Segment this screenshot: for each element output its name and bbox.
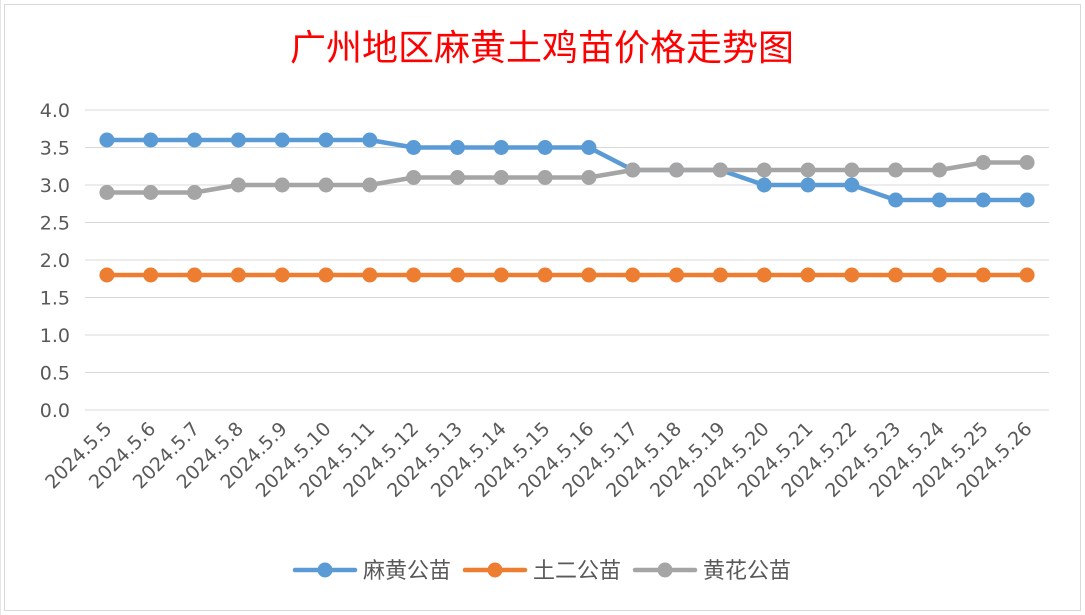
data-point bbox=[756, 162, 772, 178]
data-point bbox=[493, 170, 509, 185]
data-point bbox=[449, 140, 465, 155]
data-point bbox=[844, 162, 860, 178]
data-point bbox=[449, 267, 465, 283]
data-point bbox=[669, 267, 685, 283]
data-point bbox=[581, 140, 597, 155]
gridlines bbox=[85, 109, 1049, 411]
data-point bbox=[581, 267, 597, 283]
data-point bbox=[187, 267, 203, 283]
data-point bbox=[888, 192, 904, 208]
data-point bbox=[537, 170, 553, 185]
data-point bbox=[625, 267, 641, 283]
y-tick-label: 1.0 bbox=[40, 325, 70, 347]
series-line bbox=[104, 160, 1030, 195]
data-point bbox=[406, 140, 422, 155]
data-point bbox=[449, 170, 465, 185]
y-tick-label: 3.0 bbox=[40, 175, 70, 197]
legend-item: 土二公苗 bbox=[462, 559, 621, 584]
data-point bbox=[800, 162, 816, 178]
series-1 bbox=[99, 132, 1035, 208]
y-tick-label: 1.5 bbox=[40, 288, 70, 310]
y-tick-label: 0.0 bbox=[40, 400, 70, 422]
y-tick-label: 4.0 bbox=[40, 100, 70, 122]
legend-label: 黄花公苗 bbox=[703, 559, 791, 584]
y-tick-label: 3.5 bbox=[40, 138, 70, 160]
series-3 bbox=[99, 155, 1035, 200]
data-point bbox=[274, 132, 290, 148]
series-2 bbox=[99, 267, 1035, 283]
data-point bbox=[1019, 192, 1035, 208]
data-point bbox=[362, 267, 378, 283]
data-point bbox=[800, 267, 816, 283]
data-point bbox=[493, 267, 509, 283]
data-point bbox=[230, 132, 246, 148]
y-tick-label: 2.0 bbox=[40, 250, 70, 272]
data-point bbox=[99, 185, 115, 200]
x-axis-tick-labels: 2024.5.52024.5.62024.5.72024.5.82024.5.9… bbox=[41, 418, 1037, 502]
legend-label: 麻黄公苗 bbox=[363, 559, 451, 584]
data-point bbox=[581, 170, 597, 185]
data-point bbox=[931, 192, 947, 208]
data-point bbox=[975, 267, 991, 283]
series-line bbox=[104, 137, 1030, 203]
legend: 麻黄公苗 土二公苗 黄花公苗 bbox=[292, 559, 791, 584]
data-point bbox=[230, 177, 246, 193]
data-point bbox=[537, 140, 553, 155]
data-point bbox=[844, 267, 860, 283]
data-point bbox=[931, 267, 947, 283]
data-point bbox=[318, 267, 334, 283]
data-point bbox=[406, 170, 422, 185]
legend-swatch-marker bbox=[657, 562, 673, 578]
data-point bbox=[975, 155, 991, 170]
data-point bbox=[362, 177, 378, 193]
data-point bbox=[931, 162, 947, 178]
data-point bbox=[143, 132, 159, 148]
data-point bbox=[99, 132, 115, 148]
chart-title: 广州地区麻黄土鸡苗价格走势图 bbox=[290, 28, 794, 69]
data-point bbox=[274, 267, 290, 283]
data-point bbox=[99, 267, 115, 283]
data-point bbox=[230, 267, 246, 283]
data-point bbox=[712, 267, 728, 283]
y-tick-label: 2.5 bbox=[40, 213, 70, 235]
y-axis-tick-labels: 0.0 0.5 1.0 1.5 2.0 2.5 3.0 3.5 4.0 bbox=[40, 100, 70, 422]
data-point bbox=[756, 177, 772, 193]
data-point bbox=[1019, 155, 1035, 170]
data-point bbox=[537, 267, 553, 283]
data-point bbox=[1019, 267, 1035, 283]
series-lines bbox=[99, 132, 1035, 283]
data-point bbox=[493, 140, 509, 155]
data-point bbox=[712, 162, 728, 178]
data-point bbox=[800, 177, 816, 193]
data-point bbox=[756, 267, 772, 283]
data-point bbox=[187, 185, 203, 200]
data-point bbox=[844, 177, 860, 193]
legend-swatch-marker bbox=[487, 562, 503, 578]
legend-item: 黄花公苗 bbox=[632, 559, 791, 584]
data-point bbox=[318, 177, 334, 193]
data-point bbox=[362, 132, 378, 148]
data-point bbox=[669, 162, 685, 178]
data-point bbox=[888, 162, 904, 178]
chart-border bbox=[4, 4, 1081, 611]
data-point bbox=[625, 162, 641, 178]
data-point bbox=[975, 192, 991, 208]
data-point bbox=[406, 267, 422, 283]
data-point bbox=[143, 185, 159, 200]
data-point bbox=[187, 132, 203, 148]
y-tick-label: 0.5 bbox=[40, 363, 70, 385]
data-point bbox=[143, 267, 159, 283]
legend-swatch-marker bbox=[317, 562, 333, 578]
data-point bbox=[274, 177, 290, 193]
data-point bbox=[888, 267, 904, 283]
legend-label: 土二公苗 bbox=[533, 559, 621, 584]
data-point bbox=[318, 132, 334, 148]
legend-item: 麻黄公苗 bbox=[292, 559, 451, 584]
